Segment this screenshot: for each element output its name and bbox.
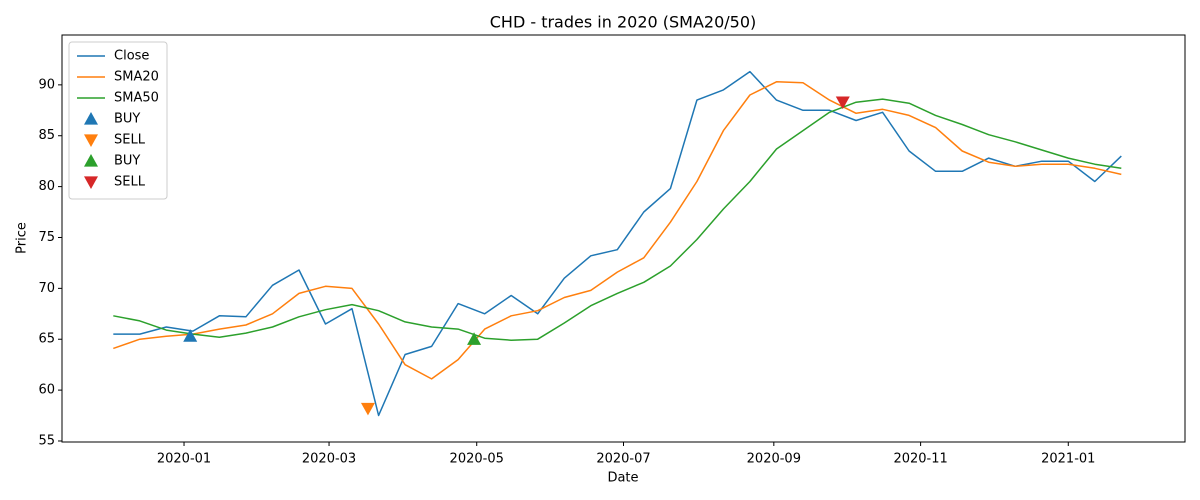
legend-swatch: [84, 154, 98, 167]
x-tick-label: 2021-01: [1041, 452, 1095, 467]
legend-swatch: [84, 176, 98, 189]
legend-label: SELL: [114, 175, 146, 190]
x-tick-label: 2020-01: [157, 452, 211, 467]
marker: [183, 329, 198, 342]
legend-swatch: [84, 112, 98, 125]
y-tick-label: 80: [38, 179, 55, 194]
legend-label: Close: [114, 49, 149, 64]
x-tick-label: 2020-05: [450, 452, 504, 467]
legend-label: BUY: [114, 154, 140, 169]
legend-label: BUY: [114, 112, 140, 127]
legend-label: SELL: [114, 133, 146, 148]
line: [113, 81, 1122, 380]
y-tick-label: 75: [38, 230, 55, 245]
y-tick-label: 55: [38, 433, 55, 448]
y-tick-label: 90: [38, 77, 55, 92]
y-axis-label: Price: [15, 222, 30, 254]
legend-label: SMA20: [114, 70, 159, 85]
line: [113, 70, 1122, 417]
y-tick-label: 60: [38, 383, 55, 398]
marker: [360, 402, 375, 416]
chart-title: CHD - trades in 2020 (SMA20/50): [490, 13, 757, 32]
plot-frame: [61, 34, 1186, 443]
y-tick-label: 85: [38, 128, 55, 143]
legend-label: SMA50: [114, 91, 159, 106]
marker: [467, 332, 482, 345]
line: [113, 98, 1122, 341]
marker: [835, 96, 850, 110]
y-tick-label: 65: [38, 332, 55, 347]
x-axis-label: Date: [607, 471, 638, 486]
x-tick-label: 2020-09: [747, 452, 801, 467]
y-tick-label: 70: [38, 281, 55, 296]
legend-swatch: [84, 134, 98, 147]
x-tick-label: 2020-07: [596, 452, 650, 467]
x-tick-label: 2020-03: [302, 452, 356, 467]
x-tick-label: 2020-11: [893, 452, 947, 467]
